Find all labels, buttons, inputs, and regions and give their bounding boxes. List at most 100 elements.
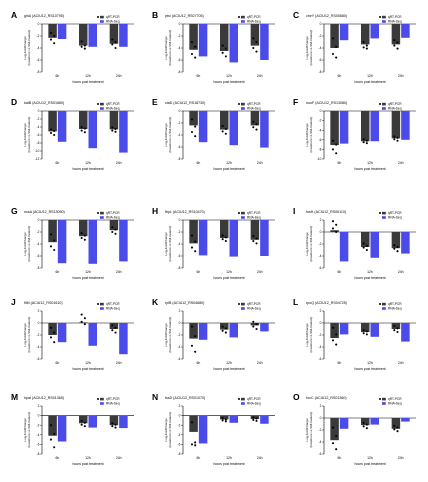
replicate-point bbox=[83, 234, 86, 237]
legend-marker-qrt-pcr bbox=[238, 398, 240, 400]
replicate-point bbox=[49, 131, 53, 135]
replicate-point bbox=[331, 442, 335, 445]
chart-title: fbpL (ACIU12_RS10470) bbox=[165, 210, 205, 214]
y-tick-label: 0 bbox=[38, 218, 40, 222]
y-axis-label-sub: (treatment vs SM-treated) bbox=[309, 226, 313, 261]
replicate-point bbox=[194, 56, 197, 59]
replicate-point bbox=[80, 419, 83, 422]
replicate-point bbox=[111, 129, 114, 132]
x-tick-label: 6h bbox=[196, 74, 200, 78]
x-tick-label: 24h bbox=[116, 161, 122, 165]
legend-label: qRT-PCR bbox=[247, 397, 261, 401]
replicate-point bbox=[252, 418, 255, 421]
replicate-point bbox=[114, 127, 117, 131]
y-axis-label: Log₂FoldChange bbox=[164, 323, 168, 346]
replicate-point bbox=[221, 130, 224, 133]
legend-label: RNA-Seq bbox=[247, 106, 261, 110]
legend-label: RNA-Seq bbox=[388, 401, 402, 405]
legend-marker-qrt-pcr bbox=[379, 303, 381, 305]
replicate-point bbox=[114, 46, 117, 50]
y-tick-label: -2 bbox=[319, 119, 322, 123]
legend-swatch-rna-seq bbox=[100, 402, 104, 405]
y-tick-label: -10 bbox=[317, 157, 322, 161]
replicate-point bbox=[365, 44, 368, 47]
bar-rna-seq bbox=[229, 111, 238, 146]
legend-label: RNA-Seq bbox=[106, 215, 120, 219]
replicate-point bbox=[114, 228, 117, 231]
legend-swatch-qrt-pcr bbox=[100, 102, 104, 106]
y-tick-label: -10 bbox=[35, 149, 40, 153]
x-tick-label: 6h bbox=[55, 74, 59, 78]
replicate-point bbox=[224, 331, 227, 334]
y-tick-label: 0 bbox=[38, 414, 40, 418]
bar-qrt-pcr bbox=[79, 415, 88, 424]
bar-qrt-pcr bbox=[109, 24, 119, 44]
replicate-point bbox=[335, 152, 338, 155]
replicate-point bbox=[362, 242, 365, 245]
replicate-point bbox=[331, 37, 335, 40]
y-tick-label: 0 bbox=[38, 109, 40, 113]
y-axis-label: Log₂FoldChange bbox=[164, 123, 168, 146]
replicate-point bbox=[111, 422, 114, 425]
replicate-point bbox=[111, 329, 114, 332]
x-axis-label: hours post treatment bbox=[354, 276, 385, 280]
y-axis-label: Log₂FoldChange bbox=[305, 36, 309, 59]
replicate-point bbox=[111, 43, 114, 46]
y-tick-label: -6 bbox=[37, 254, 40, 258]
x-tick-label: 6h bbox=[337, 161, 341, 165]
replicate-point bbox=[190, 443, 194, 446]
legend-swatch-rna-seq bbox=[241, 216, 245, 219]
replicate-point bbox=[331, 148, 335, 151]
y-tick-label: 2 bbox=[38, 309, 40, 313]
replicate-point bbox=[53, 432, 56, 435]
replicate-point bbox=[80, 45, 83, 48]
bar-qrt-pcr bbox=[220, 323, 229, 330]
panel-label: E bbox=[152, 97, 158, 107]
legend-swatch-qrt-pcr bbox=[382, 102, 386, 106]
replicate-point bbox=[331, 220, 335, 223]
bar-qrt-pcr bbox=[250, 111, 260, 126]
bar-rna-seq bbox=[370, 418, 379, 425]
panel-label: C bbox=[293, 10, 299, 20]
replicate-point bbox=[396, 327, 399, 330]
bar-rna-seq bbox=[57, 415, 67, 442]
x-axis-label: hours post treatment bbox=[72, 276, 103, 280]
replicate-point bbox=[49, 245, 53, 248]
bar-qrt-pcr bbox=[250, 415, 260, 419]
bar-rna-seq bbox=[339, 24, 349, 41]
legend-marker-qrt-pcr bbox=[379, 103, 381, 105]
panel-label: M bbox=[11, 392, 18, 402]
legend-label: RNA-Seq bbox=[247, 401, 261, 405]
replicate-point bbox=[190, 344, 194, 347]
y-tick-label: -6 bbox=[319, 452, 322, 456]
replicate-point bbox=[190, 246, 194, 249]
legend-label: RNA-Seq bbox=[388, 19, 402, 23]
legend-label: RNA-Seq bbox=[106, 19, 120, 23]
replicate-point bbox=[396, 136, 399, 139]
replicate-point bbox=[111, 425, 114, 428]
y-tick-label: -6 bbox=[178, 58, 181, 62]
y-tick-label: 0 bbox=[179, 321, 181, 325]
x-tick-label: 12h bbox=[85, 456, 91, 460]
legend-label: RNA-Seq bbox=[247, 19, 261, 23]
replicate-point bbox=[190, 325, 194, 328]
panel-label: D bbox=[11, 97, 17, 107]
bar-rna-seq bbox=[88, 111, 97, 149]
y-tick-label: -4 bbox=[37, 125, 40, 129]
replicate-point bbox=[393, 428, 396, 431]
legend-label: RNA-Seq bbox=[247, 215, 261, 219]
bar-rna-seq bbox=[370, 24, 379, 39]
replicate-point bbox=[190, 421, 194, 424]
replicate-point bbox=[194, 240, 197, 243]
bar-qrt-pcr bbox=[250, 323, 260, 326]
replicate-point bbox=[393, 44, 396, 47]
replicate-point bbox=[396, 47, 399, 50]
replicate-point bbox=[83, 421, 86, 424]
replicate-point bbox=[255, 419, 258, 422]
chart-title: cheY (ACIU12_RS00680) bbox=[306, 14, 347, 18]
legend-label: RNA-Seq bbox=[388, 215, 402, 219]
